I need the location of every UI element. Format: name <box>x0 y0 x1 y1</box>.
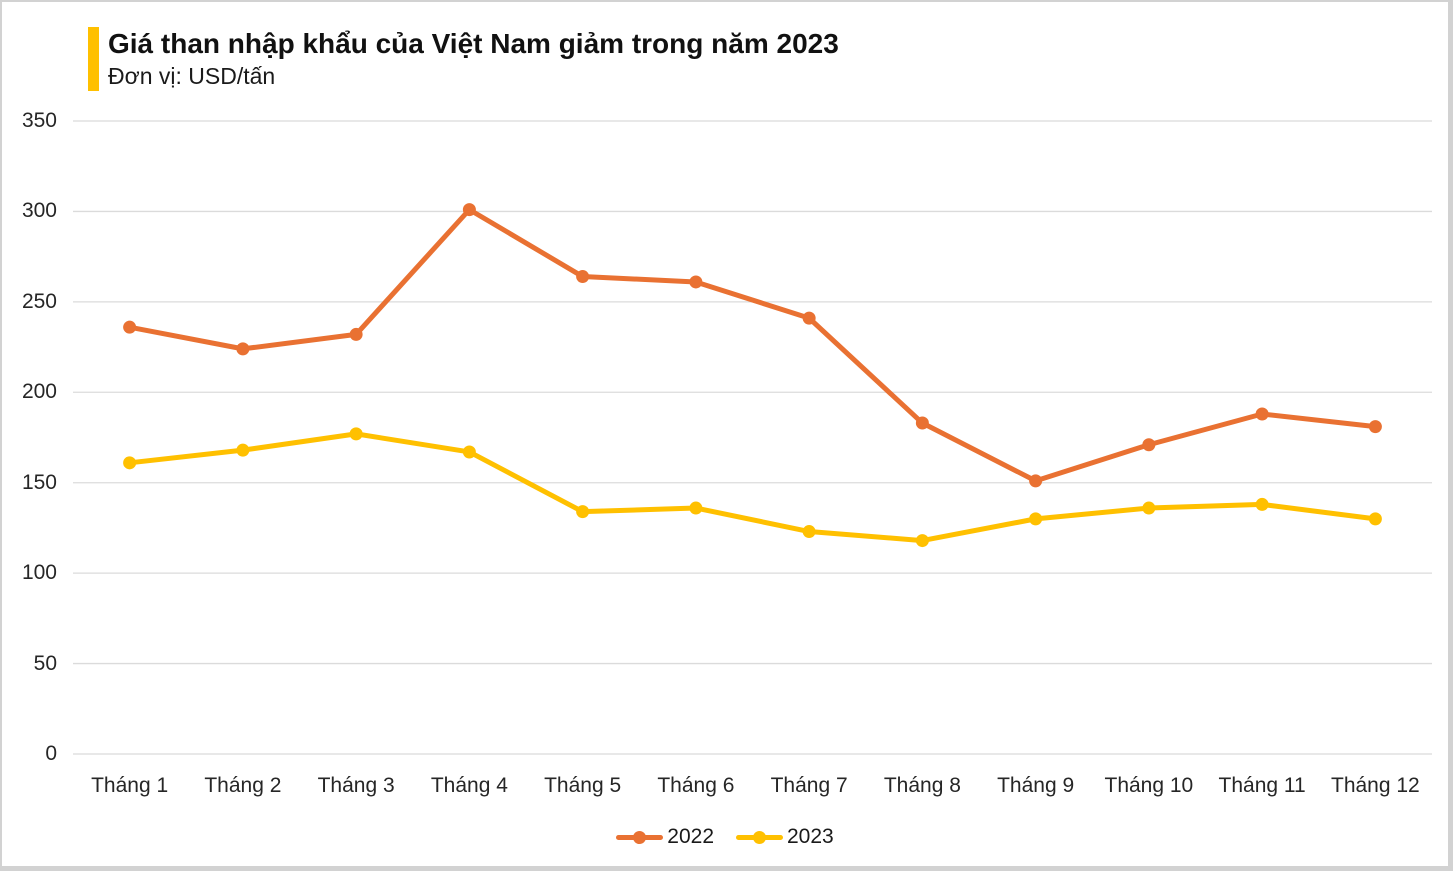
chart-header: Giá than nhập khẩu của Việt Nam giảm tro… <box>88 27 839 91</box>
data-point-2022-5 <box>576 270 590 284</box>
x-axis-label: Tháng 3 <box>317 774 395 797</box>
data-point-2023-4 <box>462 445 476 459</box>
data-point-2023-10 <box>1142 501 1156 515</box>
title-block: Giá than nhập khẩu của Việt Nam giảm tro… <box>108 27 839 91</box>
data-point-2023-9 <box>1029 512 1043 526</box>
legend-label: 2022 <box>667 825 714 848</box>
data-point-2022-8 <box>915 416 929 430</box>
series-2023 <box>123 427 1382 548</box>
data-point-2023-2 <box>236 443 250 457</box>
data-point-2022-11 <box>1255 407 1269 421</box>
legend-dot-swatch <box>753 830 766 844</box>
data-point-2022-12 <box>1368 420 1382 434</box>
legend: 2022 2023 <box>2 824 1448 850</box>
series-line-2022 <box>127 207 1378 484</box>
title-accent-bar <box>88 27 99 91</box>
x-axis-label: Tháng 6 <box>657 774 735 797</box>
legend-key-icon <box>616 830 664 844</box>
data-point-2023-8 <box>915 534 929 548</box>
x-axis-label: Tháng 2 <box>204 774 282 797</box>
data-point-2022-7 <box>802 311 816 325</box>
data-point-2022-1 <box>123 320 137 334</box>
legend-item-2022: 2022 <box>616 824 714 850</box>
data-point-2023-12 <box>1368 512 1382 526</box>
data-point-2023-1 <box>123 456 137 470</box>
data-point-2023-7 <box>802 525 816 539</box>
y-tick-label: 250 <box>21 289 57 313</box>
data-point-2023-6 <box>689 501 703 515</box>
y-tick-label: 100 <box>21 561 57 585</box>
y-tick-label: 150 <box>21 470 57 494</box>
x-axis-label: Tháng 5 <box>544 774 622 797</box>
x-axis-label: Tháng 8 <box>883 774 961 797</box>
legend-label: 2023 <box>787 825 834 848</box>
chart-title: Giá than nhập khẩu của Việt Nam giảm tro… <box>108 28 839 59</box>
x-axis-label: Tháng 12 <box>1331 774 1420 797</box>
data-point-2023-3 <box>349 427 363 441</box>
y-tick-label: 50 <box>33 651 57 675</box>
data-point-2022-4 <box>462 203 476 217</box>
y-tick-label: 300 <box>21 199 57 223</box>
data-point-2022-6 <box>689 275 703 289</box>
data-point-2023-11 <box>1255 497 1269 511</box>
legend-dot-swatch <box>633 830 647 844</box>
x-axis-label: Tháng 4 <box>430 774 508 797</box>
x-axis-label: Tháng 10 <box>1104 774 1194 797</box>
series-line-2023 <box>127 431 1378 544</box>
y-tick-label: 350 <box>21 109 57 132</box>
legend-item-2023: 2023 <box>736 824 834 850</box>
data-point-2022-3 <box>349 327 363 341</box>
chart-subtitle: Đơn vị: USD/tấn <box>108 63 276 89</box>
data-point-2022-2 <box>236 342 250 356</box>
legend-key-icon <box>736 830 783 844</box>
y-tick-label: 0 <box>45 742 57 765</box>
data-point-2022-9 <box>1029 474 1043 488</box>
x-axis-label: Tháng 9 <box>997 774 1075 797</box>
y-tick-label: 200 <box>21 380 57 404</box>
series-2022 <box>123 203 1382 488</box>
data-point-2022-10 <box>1142 438 1156 452</box>
data-point-2023-5 <box>576 505 590 519</box>
x-axis-label: Tháng 7 <box>770 774 848 797</box>
x-axis-label: Tháng 1 <box>91 774 169 797</box>
x-axis-label: Tháng 11 <box>1218 774 1306 797</box>
